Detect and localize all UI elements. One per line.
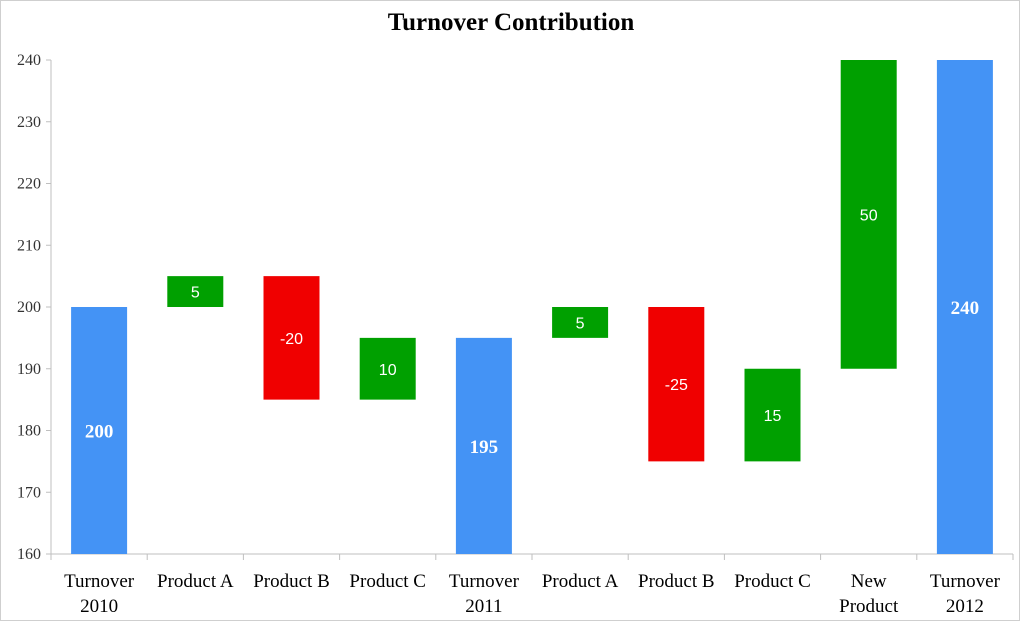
x-category-label: Product A <box>157 571 234 592</box>
x-category-label: Turnover 2010 <box>64 571 135 617</box>
y-tick-label: 210 <box>17 237 41 254</box>
x-category-label: Turnover 2012 <box>930 571 1001 617</box>
bar-total <box>455 337 512 554</box>
y-tick-label: 190 <box>17 361 41 378</box>
x-category-label-line: Product C <box>349 571 426 592</box>
x-category-label-line: Product B <box>253 571 330 592</box>
bar-increase <box>840 60 897 369</box>
x-category-label: Product C <box>734 571 811 592</box>
x-category-label: Product C <box>349 571 426 592</box>
y-tick-label: 180 <box>17 423 41 440</box>
y-tick-label: 200 <box>17 299 41 316</box>
data-label: 15 <box>764 408 782 425</box>
data-label: 240 <box>951 298 980 319</box>
x-category-label-line: New <box>851 571 887 592</box>
chart-title: Turnover Contribution <box>387 9 635 36</box>
y-tick-label: 160 <box>17 546 41 563</box>
x-category-label-line: Turnover <box>64 571 135 592</box>
bar-increase <box>552 307 609 338</box>
bar-total <box>936 60 993 554</box>
data-label: -20 <box>280 331 303 348</box>
data-label: 5 <box>191 285 200 302</box>
data-label: -25 <box>665 377 688 394</box>
bar-increase <box>744 368 801 462</box>
y-tick-label: 170 <box>17 484 41 501</box>
y-tick-label: 220 <box>17 176 41 193</box>
bar-decrease <box>648 307 705 462</box>
x-category-label-line: Product <box>839 596 899 617</box>
x-category-label-line: Turnover <box>930 571 1001 592</box>
data-label: 200 <box>85 422 114 443</box>
data-label: 10 <box>379 362 397 379</box>
data-label: 195 <box>470 437 499 458</box>
x-category-label: New Product <box>839 571 899 617</box>
y-tick-label: 240 <box>17 52 41 69</box>
bar-total <box>71 307 128 554</box>
x-category-label-line: Product B <box>638 571 715 592</box>
x-category-label-line: Product C <box>734 571 811 592</box>
x-category-label: Product B <box>638 571 715 592</box>
x-category-label: Turnover 2011 <box>449 571 520 617</box>
data-label: 5 <box>576 315 585 332</box>
x-category-label: Product B <box>253 571 330 592</box>
x-category-label-line: Product A <box>157 571 234 592</box>
bar-increase <box>359 337 416 400</box>
x-category-label: Product A <box>542 571 619 592</box>
bar-increase <box>167 276 224 307</box>
x-category-label-line: 2012 <box>946 596 984 617</box>
bar-decrease <box>263 276 320 400</box>
data-label: 50 <box>860 207 878 224</box>
x-category-label-line: Product A <box>542 571 619 592</box>
x-category-label-line: 2010 <box>80 596 118 617</box>
x-category-label-line: 2011 <box>465 596 502 617</box>
x-category-label-line: Turnover <box>449 571 520 592</box>
y-tick-label: 230 <box>17 114 41 131</box>
